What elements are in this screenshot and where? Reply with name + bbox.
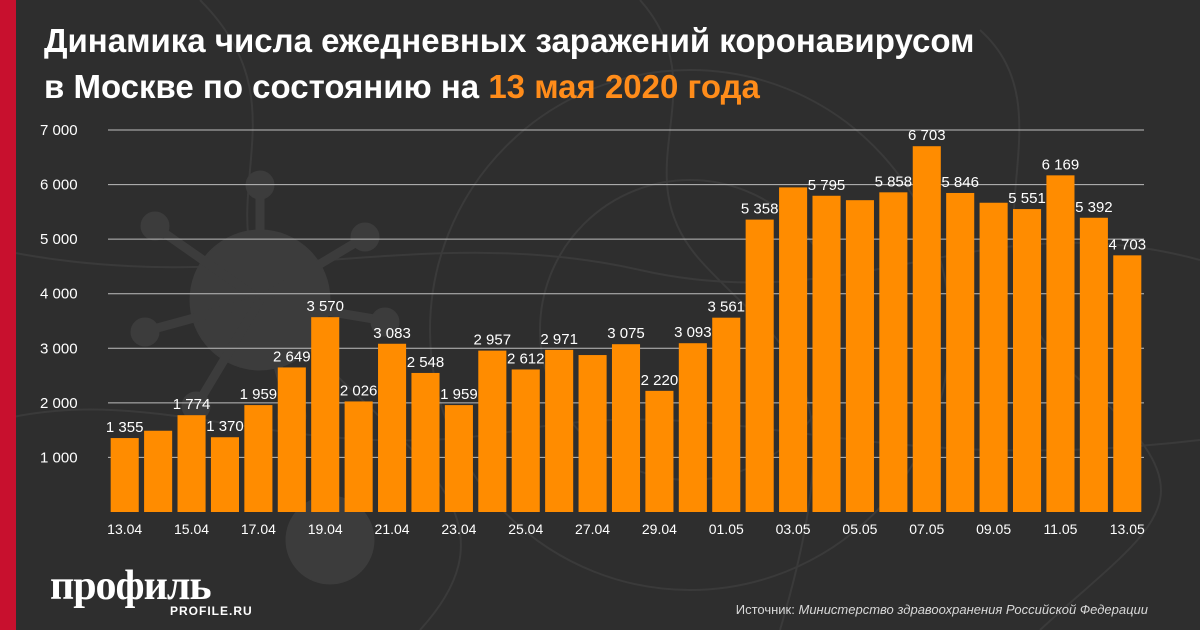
value-label: 1 355	[106, 419, 144, 436]
title-line-1: Динамика числа ежедневных заражений коро…	[44, 22, 975, 59]
value-label: 1 959	[240, 386, 278, 403]
bar	[1079, 217, 1108, 512]
value-label: 3 075	[607, 325, 645, 342]
y-tick-label: 4 000	[40, 286, 78, 303]
bar	[210, 437, 240, 512]
x-tick-label: 13.05	[1110, 521, 1145, 537]
profile-logo: профиль	[50, 563, 212, 609]
value-label: 2 612	[507, 350, 545, 367]
title-date-highlight: 13 мая 2020 года	[488, 68, 760, 105]
bar	[1113, 255, 1142, 512]
bar	[712, 317, 741, 512]
bar	[444, 405, 473, 512]
x-tick-label: 29.04	[642, 521, 677, 537]
value-label: 1 370	[206, 418, 244, 435]
x-tick-label: 19.04	[308, 521, 343, 537]
source-label: Источник:	[735, 602, 799, 617]
value-label: 2 971	[540, 331, 578, 348]
value-label: 1 774	[173, 396, 211, 413]
value-label: 3 083	[373, 325, 411, 342]
bar	[1046, 175, 1075, 512]
x-tick-label: 07.05	[909, 521, 944, 537]
bar	[1012, 209, 1042, 512]
value-label: 3 570	[306, 298, 344, 315]
bar	[378, 343, 407, 512]
bar	[779, 187, 808, 512]
value-label: 5 358	[741, 201, 779, 218]
bar	[611, 344, 641, 512]
value-label: 2 649	[273, 348, 311, 365]
source-text: Министерство здравоохранения Российской …	[798, 602, 1148, 617]
x-tick-label: 27.04	[575, 521, 610, 537]
bar	[912, 146, 941, 513]
x-tick-label: 11.05	[1043, 521, 1077, 537]
bar	[979, 202, 1008, 512]
title-line-2: в Москве по состоянию на 13 мая 2020 год…	[44, 64, 1164, 110]
bar	[946, 192, 975, 512]
value-label: 5 551	[1008, 190, 1046, 207]
red-accent-bar	[0, 0, 16, 630]
value-label: 2 220	[641, 372, 679, 389]
value-label: 5 846	[941, 174, 979, 191]
bar	[545, 349, 574, 512]
bar	[110, 438, 139, 512]
value-label: 2 548	[407, 354, 445, 371]
value-label: 3 093	[674, 324, 712, 341]
bar	[678, 343, 707, 512]
bar	[745, 219, 774, 512]
value-label: 5 858	[875, 173, 913, 190]
value-label: 3 561	[707, 299, 745, 316]
x-tick-label: 23.04	[441, 521, 476, 537]
value-label: 5 795	[808, 177, 846, 194]
value-label: 5 392	[1075, 199, 1113, 216]
y-tick-label: 5 000	[40, 231, 78, 248]
bar	[177, 415, 206, 512]
x-tick-label: 09.05	[976, 521, 1011, 537]
value-label: 2 957	[474, 332, 512, 349]
title-line-2-text: в Москве по состоянию на	[44, 68, 489, 105]
bar	[344, 401, 373, 512]
x-tick-label: 15.04	[174, 521, 209, 537]
x-tick-label: 03.05	[776, 521, 811, 537]
value-label: 2 026	[340, 382, 378, 399]
bar	[478, 350, 507, 512]
bar	[411, 372, 440, 512]
y-tick-label: 6 000	[40, 177, 78, 194]
y-tick-label: 7 000	[40, 122, 78, 139]
value-label: 6 169	[1042, 156, 1080, 173]
y-tick-label: 2 000	[40, 395, 78, 412]
y-tick-label: 3 000	[40, 340, 78, 357]
value-label: 1 959	[440, 386, 478, 403]
bar	[578, 355, 607, 512]
source-note: Источник: Министерство здравоохранения Р…	[736, 602, 1148, 618]
bar	[845, 200, 874, 512]
bar	[879, 192, 908, 513]
bar	[645, 390, 674, 512]
bar	[144, 430, 173, 512]
x-tick-label: 21.04	[375, 521, 410, 537]
x-tick-label: 25.04	[508, 521, 543, 537]
chart-title: Динамика числа ежедневных заражений коро…	[44, 18, 1164, 110]
x-tick-label: 01.05	[709, 521, 744, 537]
bar	[511, 369, 540, 512]
value-label: 6 703	[908, 127, 946, 144]
value-label: 4 703	[1109, 236, 1147, 253]
profile-logo-url: PROFILE.RU	[170, 604, 253, 618]
y-tick-label: 1 000	[40, 449, 78, 466]
x-tick-label: 05.05	[842, 521, 877, 537]
bar	[244, 405, 273, 512]
bar	[812, 195, 841, 512]
x-tick-label: 13.04	[107, 521, 142, 537]
bar	[277, 367, 306, 512]
bar	[311, 317, 340, 512]
x-tick-label: 17.04	[241, 521, 276, 537]
